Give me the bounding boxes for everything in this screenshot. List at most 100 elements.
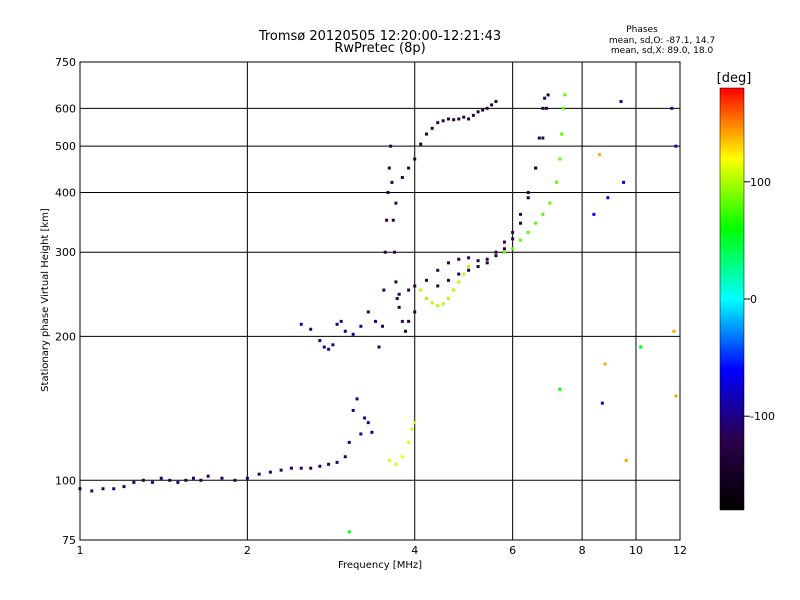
- data-point: [327, 462, 331, 466]
- data-point: [382, 288, 386, 292]
- data-point: [467, 117, 471, 121]
- data-point: [394, 462, 398, 466]
- data-point: [413, 310, 417, 314]
- data-point: [150, 480, 154, 484]
- data-point: [436, 268, 440, 272]
- data-point: [600, 401, 604, 405]
- data-point: [419, 142, 423, 146]
- chart-subtitle: RwPretec (8p): [334, 41, 425, 56]
- data-point: [457, 257, 461, 261]
- data-point: [606, 196, 610, 200]
- data-point: [519, 221, 523, 225]
- data-point: [639, 345, 643, 349]
- phases-line-o: mean, sd,O: -87.1, 14.7: [609, 36, 715, 46]
- data-point: [624, 458, 628, 462]
- data-point: [132, 480, 136, 484]
- data-point: [555, 180, 559, 184]
- colorbar-tick-label: -100: [750, 410, 775, 423]
- data-point: [436, 284, 440, 288]
- data-point: [370, 430, 374, 434]
- data-point: [519, 212, 523, 216]
- data-point: [184, 478, 188, 482]
- data-point: [299, 466, 303, 470]
- data-point: [391, 218, 395, 222]
- data-point: [622, 180, 626, 184]
- colorbar-tick-label: 0: [750, 293, 757, 306]
- data-point: [436, 121, 440, 125]
- data-point: [672, 329, 676, 333]
- data-point: [425, 132, 429, 136]
- data-point: [485, 106, 489, 110]
- data-point: [481, 108, 485, 112]
- data-point: [397, 305, 401, 309]
- x-tick-label: 4: [411, 544, 418, 557]
- data-point: [407, 319, 411, 323]
- data-point: [462, 272, 466, 276]
- data-point: [176, 480, 180, 484]
- x-tick-label: 8: [579, 544, 586, 557]
- data-point: [537, 136, 541, 140]
- data-point: [425, 278, 429, 282]
- y-tick-label: 75: [62, 534, 76, 547]
- data-point: [526, 196, 530, 200]
- data-point: [363, 416, 367, 420]
- data-point: [199, 478, 203, 482]
- data-point: [366, 310, 370, 314]
- data-point: [397, 292, 401, 296]
- data-point: [327, 347, 331, 351]
- phases-title: Phases: [626, 25, 658, 35]
- data-point: [446, 278, 450, 282]
- data-point: [351, 408, 355, 412]
- data-point: [674, 394, 678, 398]
- data-point: [457, 272, 461, 276]
- data-point: [441, 119, 445, 123]
- y-tick-label: 750: [55, 56, 76, 69]
- data-point: [558, 157, 562, 161]
- data-point: [400, 319, 404, 323]
- data-point: [90, 489, 94, 493]
- data-point: [494, 250, 498, 254]
- data-point: [476, 110, 480, 114]
- data-point: [563, 93, 567, 97]
- data-point: [407, 440, 411, 444]
- data-point: [355, 397, 359, 401]
- colorbar-tick-label: 100: [750, 176, 771, 189]
- colorbar-gradient: [719, 87, 745, 511]
- data-point: [446, 297, 450, 301]
- x-tick-labels: 1 2 4 6 8 10 12: [77, 544, 688, 557]
- data-point: [534, 166, 538, 170]
- data-point: [347, 530, 351, 534]
- data-point: [347, 440, 351, 444]
- data-point: [141, 478, 145, 482]
- data-point: [289, 466, 293, 470]
- data-point: [413, 157, 417, 161]
- data-point: [373, 319, 377, 323]
- x-tick-label: 1: [77, 544, 84, 557]
- colorbar-ticks: 100 0 -100: [744, 176, 775, 423]
- data-point: [526, 230, 530, 234]
- data-point: [377, 345, 381, 349]
- data-point: [560, 132, 564, 136]
- data-point: [548, 201, 552, 205]
- data-point: [387, 458, 391, 462]
- data-point: [383, 250, 387, 254]
- data-point: [366, 421, 370, 425]
- grid-lines: [80, 62, 680, 540]
- data-point: [335, 322, 339, 326]
- data-point: [511, 237, 515, 241]
- data-point: [331, 343, 335, 347]
- data-point: [457, 117, 461, 121]
- data-point: [425, 297, 429, 301]
- data-point: [191, 476, 195, 480]
- data-point: [603, 362, 607, 366]
- data-point: [389, 144, 393, 148]
- data-point: [407, 288, 411, 292]
- data-point: [400, 455, 404, 459]
- data-point: [299, 322, 303, 326]
- data-point: [502, 240, 506, 244]
- data-point: [386, 190, 390, 194]
- data-point: [419, 288, 423, 292]
- data-point: [558, 387, 562, 391]
- data-point: [385, 218, 389, 222]
- data-point: [322, 345, 326, 349]
